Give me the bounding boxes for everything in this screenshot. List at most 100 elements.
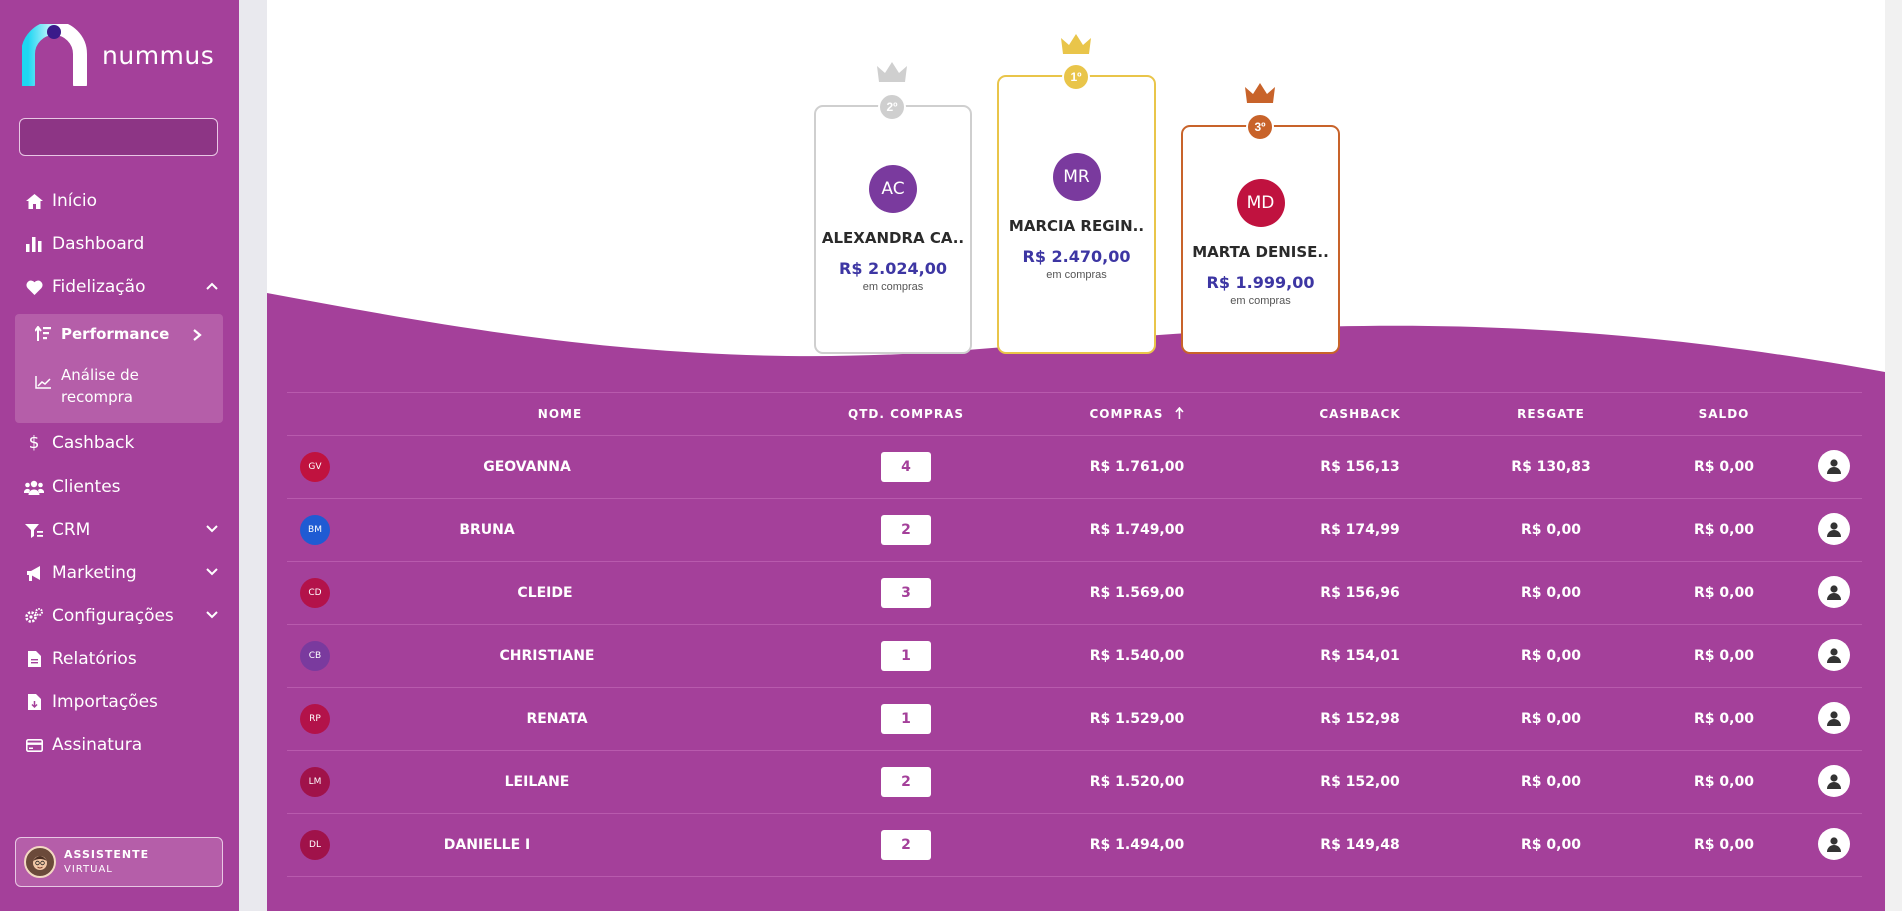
assistant-label-line1: ASSISTENTE	[64, 848, 150, 861]
view-customer-button[interactable]	[1818, 576, 1850, 608]
dollar-icon: $	[28, 433, 40, 453]
chevron-down-icon	[206, 525, 218, 533]
row-avatar: LM	[300, 767, 330, 797]
table-row[interactable]: DL DANIELLE I 2 R$ 1.494,00 R$ 149,48 R$…	[287, 814, 1862, 877]
user-icon	[1827, 584, 1841, 600]
chevron-right-icon	[193, 329, 202, 341]
view-customer-button[interactable]	[1818, 702, 1850, 734]
row-compras: R$ 1.529,00	[1089, 711, 1185, 727]
column-header-nome[interactable]: NOME	[537, 407, 583, 421]
view-customer-button[interactable]	[1818, 828, 1850, 860]
sidebar-subitem-performance[interactable]: Performance	[15, 323, 223, 345]
podium-avatar: MR	[1052, 153, 1101, 201]
column-header-compras-label: COMPRAS	[1089, 407, 1164, 421]
megaphone-icon	[24, 565, 44, 581]
heart-icon	[24, 280, 44, 295]
table-header: NOME QTD. COMPRAS COMPRAS CASHBACK RESGA…	[287, 392, 1862, 436]
view-customer-button[interactable]	[1818, 450, 1850, 482]
row-saldo: R$ 0,00	[1694, 774, 1754, 790]
column-header-cashback[interactable]: CASHBACK	[1319, 407, 1401, 421]
sidebar-item-dashboard[interactable]: Dashboard	[0, 227, 239, 261]
table-row[interactable]: RP RENATA 1 R$ 1.529,00 R$ 152,98 R$ 0,0…	[287, 688, 1862, 751]
column-header-saldo[interactable]: SALDO	[1698, 407, 1750, 421]
column-header-qtd-compras[interactable]: QTD. COMPRAS	[848, 407, 964, 421]
table-row[interactable]: BM BRUNA 2 R$ 1.749,00 R$ 174,99 R$ 0,00…	[287, 499, 1862, 562]
row-name: LEILANE	[504, 774, 570, 790]
row-name: BRUNA	[459, 522, 515, 538]
file-icon	[24, 651, 44, 667]
sidebar-item-label: Fidelização	[52, 277, 146, 297]
sidebar-item-label: Configurações	[52, 606, 174, 626]
sidebar-item-cashback[interactable]: $ Cashback	[0, 426, 239, 460]
chevron-down-icon	[206, 568, 218, 576]
row-resgate: R$ 0,00	[1521, 711, 1581, 727]
podium-name: MARTA DENISE..	[1192, 243, 1329, 261]
podium-card-second[interactable]: AC ALEXANDRA CA.. R$ 2.024,00 em compras	[814, 105, 972, 354]
user-icon	[1827, 710, 1841, 726]
user-icon	[1827, 458, 1841, 474]
row-compras: R$ 1.761,00	[1089, 459, 1185, 475]
sidebar-item-clientes[interactable]: Clientes	[0, 470, 239, 504]
page-gutter	[239, 0, 267, 911]
row-avatar: RP	[300, 704, 330, 734]
row-resgate: R$ 0,00	[1521, 585, 1581, 601]
row-qty-badge: 1	[881, 704, 931, 734]
user-icon	[1827, 773, 1841, 789]
row-qty-badge: 2	[881, 830, 931, 860]
podium-caption: em compras	[1046, 269, 1107, 281]
brand-logo[interactable]: nummus	[22, 24, 214, 86]
podium-card-third[interactable]: MD MARTA DENISE.. R$ 1.999,00 em compras	[1181, 125, 1340, 354]
table-row[interactable]: GV GEOVANNA 4 R$ 1.761,00 R$ 156,13 R$ 1…	[287, 436, 1862, 499]
brand-name: nummus	[102, 40, 215, 70]
podium-avatar: MD	[1236, 179, 1285, 227]
row-resgate: R$ 0,00	[1521, 522, 1581, 538]
column-header-resgate[interactable]: RESGATE	[1517, 407, 1585, 421]
sidebar-item-assinatura[interactable]: Assinatura	[0, 728, 239, 762]
sidebar-item-importacoes[interactable]: Importações	[0, 685, 239, 719]
view-customer-button[interactable]	[1818, 513, 1850, 545]
podium-name: MARCIA REGIN..	[1008, 217, 1145, 235]
view-customer-button[interactable]	[1818, 639, 1850, 671]
column-header-compras[interactable]: COMPRAS	[1089, 406, 1184, 421]
virtual-assistant-button[interactable]: ASSISTENTE VIRTUAL	[15, 837, 223, 887]
row-resgate: R$ 0,00	[1521, 648, 1581, 664]
page-scrollbar[interactable]	[1885, 0, 1902, 911]
row-resgate: R$ 0,00	[1521, 774, 1581, 790]
crown-bronze-icon	[1245, 83, 1275, 110]
podium-card-first[interactable]: MR MARCIA REGIN.. R$ 2.470,00 em compras	[997, 75, 1156, 354]
table-row[interactable]: LM LEILANE 2 R$ 1.520,00 R$ 152,00 R$ 0,…	[287, 751, 1862, 814]
sidebar-item-fidelizacao[interactable]: Fidelização	[0, 270, 239, 304]
table-row[interactable]: CB CHRISTIANE 1 R$ 1.540,00 R$ 154,01 R$…	[287, 625, 1862, 688]
row-compras: R$ 1.569,00	[1089, 585, 1185, 601]
sidebar-item-marketing[interactable]: Marketing	[0, 556, 239, 590]
main-content: AC ALEXANDRA CA.. R$ 2.024,00 em compras…	[267, 0, 1885, 911]
row-avatar: CB	[300, 641, 330, 671]
sidebar-subitem-analise-recompra[interactable]: Análise de recompra	[15, 364, 223, 408]
sidebar-item-label: Início	[52, 191, 97, 211]
row-compras: R$ 1.494,00	[1089, 837, 1185, 853]
table-row[interactable]: CD CLEIDE 3 R$ 1.569,00 R$ 156,96 R$ 0,0…	[287, 562, 1862, 625]
sidebar-item-crm[interactable]: CRM	[0, 513, 239, 547]
row-saldo: R$ 0,00	[1694, 837, 1754, 853]
sidebar-item-label: Dashboard	[52, 234, 145, 254]
sidebar-item-inicio[interactable]: Início	[0, 184, 239, 218]
sidebar-item-label: Cashback	[52, 433, 135, 453]
sidebar-subitem-label: Análise de	[61, 366, 139, 384]
row-name: RENATA	[526, 711, 588, 727]
sidebar-item-label: Clientes	[52, 477, 121, 497]
home-icon	[24, 193, 44, 209]
purple-wave-background	[267, 293, 1885, 911]
view-customer-button[interactable]	[1818, 765, 1850, 797]
podium-caption: em compras	[862, 281, 924, 293]
sidebar-item-relatorios[interactable]: Relatórios	[0, 642, 239, 676]
user-icon	[1827, 836, 1841, 852]
row-qty-badge: 2	[881, 767, 931, 797]
row-avatar: GV	[300, 452, 330, 482]
user-icon	[1827, 521, 1841, 537]
users-icon	[24, 480, 44, 495]
sidebar-item-configuracoes[interactable]: Configurações	[0, 599, 239, 633]
file-import-icon	[24, 694, 44, 710]
row-name: CHRISTIANE	[499, 648, 595, 664]
bar-chart-icon	[24, 236, 44, 252]
sidebar-search-input[interactable]	[19, 118, 218, 156]
